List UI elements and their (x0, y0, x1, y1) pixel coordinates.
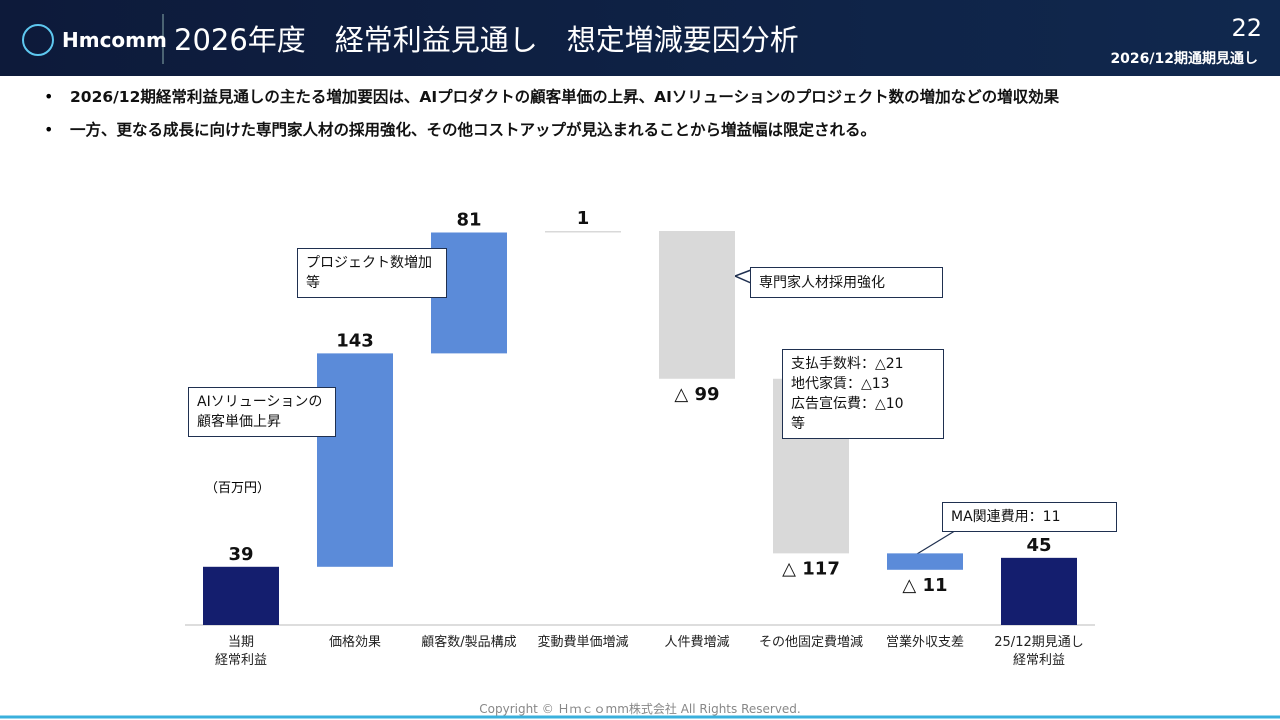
value-label: △ 11 (902, 575, 947, 596)
value-label: 143 (336, 330, 374, 351)
callout-pointer (911, 528, 959, 558)
bar (1001, 557, 1077, 625)
x-tick-label: 変動費単価増減 (537, 635, 629, 650)
x-tick-label: 人件費増減 (664, 635, 730, 650)
callout: 支払手数料：△21 地代家賃：△13 広告宣伝費：△10 等 (782, 349, 944, 439)
x-tick-label: 価格効果 (328, 635, 381, 650)
value-label: 1 (577, 208, 590, 229)
bullet: 2026/12期経常利益見通しの主たる増加要因は、AIプロダクトの顧客単価の上昇… (70, 87, 1060, 106)
callout: AIソリューションの顧客単価上昇 (188, 387, 336, 437)
x-tick-label: 営業外収支差 (885, 635, 964, 650)
bar (317, 353, 393, 567)
value-label: 39 (228, 544, 253, 565)
logo: Hmcomm (62, 28, 167, 52)
footer: Copyright © Ｈｍｃｏmm株式会社 All Rights Reserv… (479, 701, 800, 716)
x-tick-label: 25/12期見通し 経常利益 (994, 635, 1084, 668)
x-tick-label: 当期 経常利益 (214, 635, 267, 668)
bar (203, 566, 279, 625)
callout-pointer (733, 268, 752, 285)
callout: 専門家人材採用強化 (750, 267, 943, 298)
subtitle: 2026/12期通期見通し (1110, 51, 1258, 67)
bullet: 一方、更なる成長に向けた専門家人材の採用強化、その他コストアップが見込まれること… (70, 120, 876, 139)
logo-icon (22, 24, 54, 56)
callout: MA関連費用：11 (942, 502, 1117, 532)
bullet-dot: • (44, 87, 53, 106)
unit-label: （百万円） (205, 481, 271, 496)
value-label: 45 (1026, 535, 1051, 556)
value-label: △ 99 (674, 384, 719, 405)
bullet-dot: • (44, 120, 53, 139)
x-tick-label: 顧客数/製品構成 (421, 635, 517, 650)
value-label: △ 117 (782, 558, 840, 579)
bar (545, 231, 621, 233)
title: 2026年度 経常利益見通し 想定増減要因分析 (174, 23, 799, 57)
x-tick-label: その他固定費増減 (758, 635, 863, 650)
header-bg (0, 0, 1280, 76)
bar (887, 553, 963, 570)
value-label: 81 (456, 209, 481, 230)
page-number: 22 (1231, 14, 1262, 42)
bar (659, 231, 735, 379)
callout: プロジェクト数増加等 (297, 248, 447, 298)
